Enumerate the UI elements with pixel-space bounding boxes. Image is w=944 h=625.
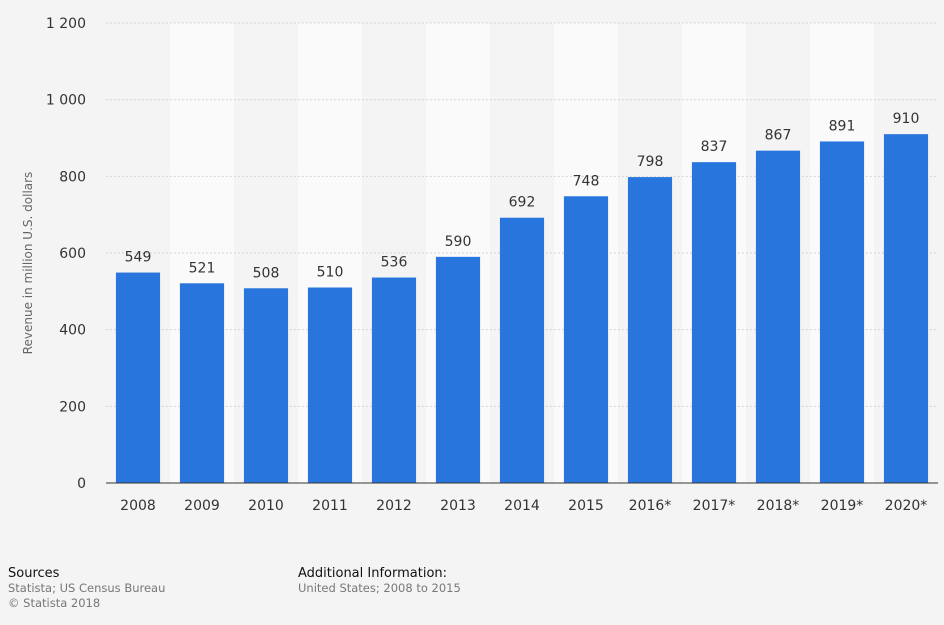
data-label: 692 <box>509 195 536 211</box>
bar-2014[interactable] <box>499 217 545 483</box>
x-tick-label: 2011 <box>312 498 348 514</box>
x-tick-label: 2016* <box>629 498 672 514</box>
x-tick-label: 2015 <box>568 498 604 514</box>
x-tick-label: 2008 <box>120 498 156 514</box>
bar-2008[interactable] <box>115 272 161 483</box>
data-label: 510 <box>317 265 344 281</box>
sources-block: Sources Statista; US Census Bureau © Sta… <box>8 566 165 611</box>
x-tick-label: 2017* <box>693 498 736 514</box>
data-label: 891 <box>829 118 856 134</box>
x-tick-label: 2019* <box>821 498 864 514</box>
x-axis-ticks: 2008 2009 2010 2011 2012 2013 2014 2015 2016* 201… <box>120 498 927 514</box>
data-label: 910 <box>893 111 920 127</box>
bar-2015[interactable] <box>563 196 609 483</box>
y-tick-label: 800 <box>59 169 86 185</box>
y-tick-label: 600 <box>59 246 86 262</box>
additional-info-text: United States; 2008 to 2015 <box>298 581 461 595</box>
y-tick-label: 200 <box>59 399 86 415</box>
bars <box>115 134 929 484</box>
bar-2009[interactable] <box>179 283 225 483</box>
y-tick-label: 400 <box>59 323 86 339</box>
additional-info-heading[interactable]: Additional Information: <box>298 566 448 581</box>
x-tick-label: 2014 <box>504 498 540 514</box>
y-axis-label: Revenue in million U.S. dollars <box>21 172 35 355</box>
data-label: 837 <box>701 139 728 155</box>
data-label: 536 <box>381 255 408 271</box>
x-tick-label: 2013 <box>440 498 476 514</box>
bar-2010[interactable] <box>243 288 289 483</box>
bar-2011[interactable] <box>307 287 353 484</box>
bar-2020[interactable] <box>883 134 929 483</box>
x-tick-label: 2018* <box>757 498 800 514</box>
data-label: 521 <box>189 260 216 276</box>
data-label: 867 <box>765 128 792 144</box>
data-label: 798 <box>637 154 664 170</box>
x-tick-label: 2009 <box>184 498 220 514</box>
bar-2019[interactable] <box>819 141 865 483</box>
y-tick-label: 0 <box>77 476 86 492</box>
sources-heading[interactable]: Sources <box>8 566 60 581</box>
y-axis-ticks: 0 200 400 600 800 1 000 1 200 <box>46 16 86 492</box>
x-tick-label: 2020* <box>885 498 928 514</box>
bar-2018[interactable] <box>755 150 801 483</box>
data-label: 549 <box>125 250 152 266</box>
data-labels: 549 521 508 510 536 590 692 748 798 837 867 891 910 <box>125 111 920 281</box>
data-label: 508 <box>253 265 280 281</box>
sources-text: Statista; US Census Bureau <box>8 581 166 595</box>
bar-2012[interactable] <box>371 277 417 483</box>
data-label: 590 <box>445 234 472 250</box>
x-tick-label: 2012 <box>376 498 412 514</box>
copyright-text: © Statista 2018 <box>8 596 101 610</box>
y-tick-label: 1 200 <box>46 16 86 32</box>
bar-2016[interactable] <box>627 177 673 483</box>
y-tick-label: 1 000 <box>46 93 86 109</box>
bar-2013[interactable] <box>435 256 481 483</box>
additional-info-block: Additional Information: United States; 2… <box>298 566 461 596</box>
x-tick-label: 2010 <box>248 498 284 514</box>
data-label: 748 <box>573 173 600 189</box>
bar-2017[interactable] <box>691 162 737 483</box>
